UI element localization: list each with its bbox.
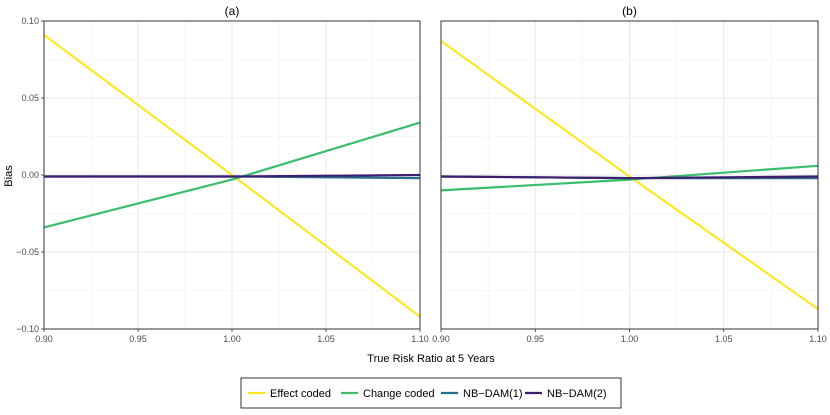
x-tick-label: 0.90 (35, 334, 53, 344)
legend-label-change-coded: Change coded (363, 388, 435, 400)
series-line-nb-dam-2- (44, 173, 421, 178)
series-line-change-coded (440, 164, 819, 192)
series-line-nb-dam-2- (440, 175, 819, 180)
y-tick-label: 0.10 (21, 16, 39, 26)
x-tick-label: 0.95 (129, 334, 147, 344)
legend-box (240, 377, 622, 409)
y-tick-label: −0.05 (16, 247, 39, 257)
series-line-effect-coded (440, 40, 819, 310)
legend-label-effect-coded: Effect coded (270, 388, 331, 400)
x-tick-label: 1.00 (223, 334, 241, 344)
y-axis-title: Bias (3, 165, 15, 187)
series-line-effect-coded (43, 34, 421, 318)
panel-title: (b) (622, 4, 637, 18)
x-tick-label: 1.05 (715, 334, 733, 344)
y-tick-label: −0.10 (16, 324, 39, 334)
y-tick-label: 0.05 (21, 93, 39, 103)
legend-label-nb-dam-2-: NB−DAM(2) (547, 388, 607, 400)
x-axis-title: True Risk Ratio at 5 Years (367, 353, 495, 365)
x-tick-label: 0.90 (432, 334, 450, 344)
y-tick-label: 0.00 (21, 170, 39, 180)
legend-label-nb-dam-1-: NB−DAM(1) (463, 388, 523, 400)
x-tick-label: 0.95 (526, 334, 544, 344)
x-tick-label: 1.10 (809, 334, 827, 344)
x-tick-label: 1.00 (621, 334, 639, 344)
panel-title: (a) (225, 4, 240, 18)
x-tick-label: 1.05 (317, 334, 335, 344)
x-tick-label: 1.10 (411, 334, 429, 344)
series-line-change-coded (43, 121, 421, 229)
